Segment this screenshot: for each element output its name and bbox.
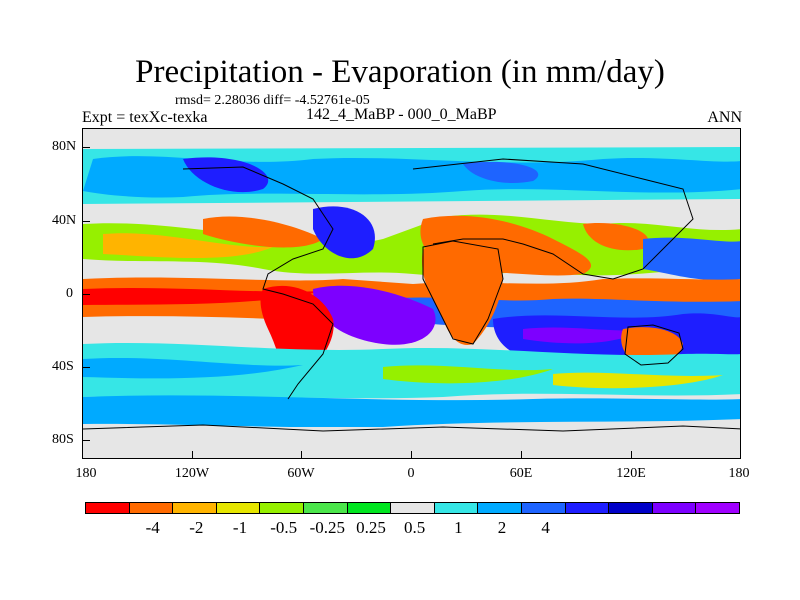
colorbar-segment (216, 503, 261, 513)
x-axis-label-60e: 60E (509, 466, 533, 481)
y-axis-label-0: 0 (66, 286, 73, 301)
period-label: 142_4_MaBP - 000_0_MaBP (306, 106, 497, 123)
colorbar-segment (129, 503, 174, 513)
y-axis-label-80n: 80N (52, 139, 77, 154)
colorbar-segment (652, 503, 697, 513)
y-tick (82, 294, 90, 295)
map-field-svg (83, 129, 740, 458)
map-title: Precipitation - Evaporation (in mm/day) (135, 54, 665, 90)
x-axis-label-120e: 120E (616, 466, 646, 481)
colorbar-segment (173, 503, 217, 513)
y-axis-label-40n: 40N (52, 213, 77, 228)
y-axis-label-80s: 80S (52, 432, 74, 447)
colorbar-segment (260, 503, 304, 513)
y-axis-label-40s: 40S (52, 359, 74, 374)
x-tick (411, 451, 412, 459)
x-axis-label-180w: 180 (75, 466, 97, 481)
y-tick (82, 221, 90, 222)
x-axis-label-60w: 60W (287, 466, 315, 481)
y-tick (82, 440, 90, 441)
colorbar-label: 4 (541, 518, 550, 537)
colorbar-label: -0.25 (309, 518, 346, 537)
colorbar-label: 0.5 (404, 518, 426, 537)
colorbar-segment (347, 503, 392, 513)
colorbar-segment (86, 503, 130, 513)
y-tick (82, 367, 90, 368)
colorbar (85, 502, 740, 514)
colorbar-segment (391, 503, 435, 513)
colorbar-label: -4 (145, 518, 160, 537)
colorbar-segment (565, 503, 610, 513)
colorbar-label: -2 (189, 518, 204, 537)
colorbar-label: -0.5 (270, 518, 298, 537)
rmsd-diff-stats: rmsd= 2.28036 diff= -4.52761e-05 (175, 93, 370, 108)
x-tick (631, 451, 632, 459)
colorbar-segment (696, 503, 739, 513)
experiment-label: Expt = texXc-texka (82, 109, 208, 126)
colorbar-segment (434, 503, 479, 513)
colorbar-label: 2 (497, 518, 507, 537)
colorbar-label: 0.25 (356, 518, 386, 537)
x-axis-label-180e: 180 (728, 466, 750, 481)
x-axis-label-120w: 120W (174, 466, 210, 481)
colorbar-segment (478, 503, 522, 513)
colorbar-label: 1 (454, 518, 463, 537)
x-tick (521, 451, 522, 459)
colorbar-segment (303, 503, 348, 513)
y-tick (82, 147, 90, 148)
season-label: ANN (707, 109, 742, 126)
x-tick (192, 451, 193, 459)
colorbar-label: -1 (232, 518, 248, 537)
colorbar-segment (609, 503, 653, 513)
precipitation-evaporation-map (82, 128, 741, 459)
colorbar-segment (521, 503, 566, 513)
x-axis-label-0: 0 (407, 466, 415, 481)
x-tick (301, 451, 302, 459)
